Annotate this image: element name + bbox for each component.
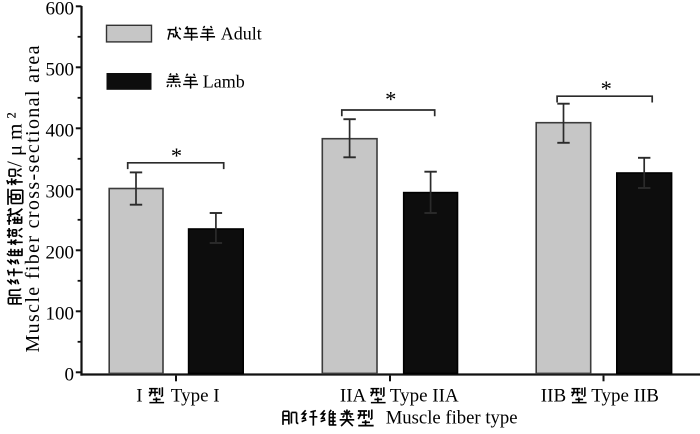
svg-text:*: *	[385, 86, 396, 111]
svg-text:IIB: IIB	[541, 386, 566, 407]
svg-text:300: 300	[46, 181, 75, 202]
svg-text:Type IIB: Type IIB	[591, 386, 659, 407]
svg-text:0: 0	[65, 364, 75, 385]
svg-text:/μm²: /μm²	[3, 107, 27, 167]
svg-text:Type IIA: Type IIA	[390, 386, 459, 407]
svg-text:IIA: IIA	[340, 386, 367, 407]
svg-text:Muscle fiber type: Muscle fiber type	[386, 407, 518, 428]
svg-text:400: 400	[46, 120, 75, 141]
svg-text:*: *	[601, 76, 612, 101]
svg-text:*: *	[171, 143, 182, 168]
svg-text:200: 200	[46, 242, 75, 263]
svg-text:Type I: Type I	[171, 386, 220, 407]
svg-text:600: 600	[46, 0, 75, 19]
svg-text:100: 100	[46, 303, 75, 324]
svg-text:I: I	[136, 386, 142, 407]
svg-text:Muscle fiber cross-sectional a: Muscle fiber cross-sectional area	[22, 44, 44, 352]
svg-text:Adult: Adult	[221, 24, 262, 44]
svg-text:Lamb: Lamb	[203, 71, 245, 91]
svg-text:500: 500	[46, 59, 75, 80]
